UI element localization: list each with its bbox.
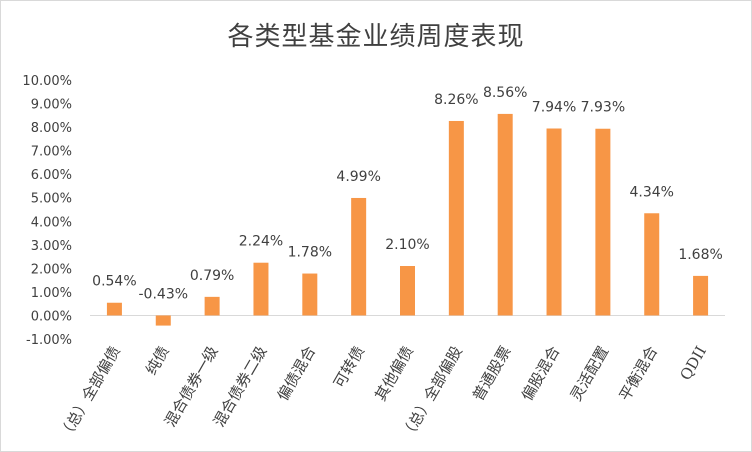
x-tick-label: 灵活配置 xyxy=(567,343,613,404)
bar xyxy=(595,128,611,316)
data-label: -0.43% xyxy=(139,286,189,302)
y-tick-label: 9.00% xyxy=(31,98,72,113)
bar xyxy=(106,302,122,316)
data-label: 2.24% xyxy=(239,234,283,250)
bar xyxy=(302,273,318,316)
bar xyxy=(693,275,709,316)
y-tick-label: 2.00% xyxy=(31,262,72,277)
y-tick-label: 0.00% xyxy=(31,309,72,324)
data-label: 7.93% xyxy=(581,100,625,116)
y-tick-label: -1.00% xyxy=(26,333,72,348)
data-label: 1.68% xyxy=(678,247,722,263)
y-tick-label: 3.00% xyxy=(31,239,72,254)
x-tick-label: 普通股票 xyxy=(469,343,515,404)
bar xyxy=(155,315,171,326)
x-tick-label: 偏债混合 xyxy=(274,343,320,404)
x-tick-label: 可转债 xyxy=(330,343,368,391)
data-label: 0.54% xyxy=(92,274,136,290)
bar xyxy=(400,266,415,316)
bar xyxy=(253,262,269,316)
data-label: 7.94% xyxy=(532,100,576,116)
x-tick-label: （总）全部偏债 xyxy=(56,343,124,443)
x-tick-label: 平衡混合 xyxy=(616,343,662,404)
data-label: 1.78% xyxy=(288,245,332,261)
data-label: 8.26% xyxy=(434,92,478,108)
bar xyxy=(546,128,562,316)
y-tick-label: 1.00% xyxy=(31,286,72,301)
bar xyxy=(497,113,513,316)
y-tick-label: 5.00% xyxy=(31,192,72,207)
x-tick-label: QDII xyxy=(676,343,710,383)
bar xyxy=(448,120,464,316)
y-tick-label: 7.00% xyxy=(31,145,72,160)
x-tick-label: 偏股混合 xyxy=(518,343,564,404)
y-tick-label: 4.00% xyxy=(31,215,72,230)
data-label: 8.56% xyxy=(483,85,527,101)
bar xyxy=(644,213,660,316)
bar xyxy=(351,197,367,316)
chart-title: 各类型基金业绩周度表现 xyxy=(227,22,525,52)
y-tick-label: 10.00% xyxy=(22,74,72,89)
y-tick-label: 8.00% xyxy=(31,121,72,136)
bar xyxy=(204,296,220,316)
data-label: 4.34% xyxy=(629,184,673,200)
y-tick-label: 6.00% xyxy=(31,168,72,183)
data-label: 0.79% xyxy=(190,268,234,284)
data-label: 4.99% xyxy=(336,169,380,185)
data-label: 2.10% xyxy=(385,237,429,253)
x-tick-label: 其他偏债 xyxy=(371,343,417,404)
x-tick-label: 纯债 xyxy=(142,343,173,378)
